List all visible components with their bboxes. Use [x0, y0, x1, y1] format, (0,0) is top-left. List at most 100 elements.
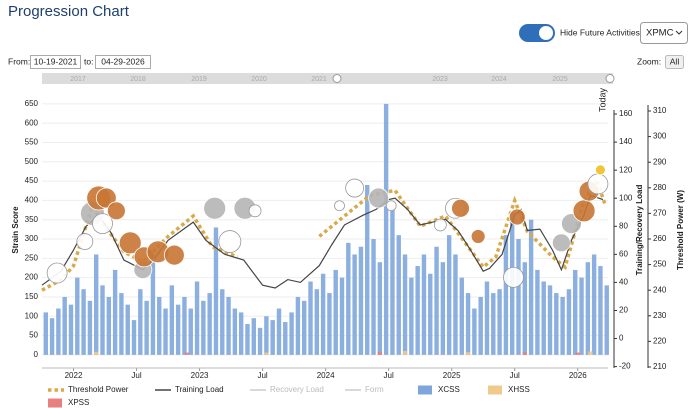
- bar: [220, 289, 225, 355]
- y2-axis-title: Training/Recovery Load: [635, 185, 644, 276]
- y3-tick-label: 270: [653, 209, 667, 218]
- to-date: 04-29-2026: [101, 56, 145, 66]
- plot: 2017 2018 2019 2020 2021 2023 2024 202505010015…: [11, 76, 685, 380]
- bar: [554, 293, 559, 355]
- x-tick-label: 2026: [569, 371, 587, 380]
- bar: [396, 235, 401, 355]
- activity-bubble: [508, 208, 526, 226]
- page-title: Progression Chart: [8, 3, 130, 20]
- future-toggle[interactable]: [519, 24, 555, 42]
- activity-bubble: [503, 266, 524, 288]
- bar: [503, 235, 509, 355]
- bar: [213, 227, 219, 355]
- legend-item[interactable]: Training Load: [155, 385, 224, 394]
- y3-tick-label: 210: [653, 362, 667, 371]
- y-tick-label: 150: [25, 292, 39, 301]
- bar: [585, 262, 591, 355]
- navigator-year: 2019: [191, 76, 207, 83]
- dropdown-chevron: [675, 30, 683, 35]
- bar: [125, 304, 130, 355]
- y3-tick-label: 290: [653, 157, 667, 166]
- bar: [94, 351, 99, 355]
- bar: [591, 254, 597, 355]
- legend-item[interactable]: Form: [345, 385, 384, 394]
- bar: [579, 277, 584, 355]
- y3-tick-label: 300: [653, 132, 667, 141]
- bar: [415, 266, 420, 355]
- navigator-year: 2025: [552, 76, 568, 83]
- bar: [106, 296, 112, 355]
- y2-tick-label: 60: [619, 249, 628, 258]
- bar: [575, 352, 580, 355]
- y3-tick-label: 280: [653, 183, 667, 192]
- bar: [459, 277, 464, 355]
- legend-item[interactable]: XCSS: [418, 385, 460, 395]
- bar: [43, 312, 48, 355]
- y-axis-title: Strain Score: [11, 206, 20, 254]
- bar: [566, 289, 572, 355]
- from-date: 10-19-2021: [34, 56, 78, 66]
- toggle-label: Hide Future Activities: [560, 27, 640, 37]
- bar: [245, 323, 250, 355]
- activity-bubble: [106, 201, 126, 221]
- activity-bubble: [385, 200, 397, 212]
- x-tick-label: 2025: [443, 371, 461, 380]
- bar: [302, 300, 307, 355]
- x-tick-label: Jul: [131, 371, 141, 380]
- navigator-year: 2024: [491, 76, 507, 83]
- activity-bubble: [451, 198, 470, 218]
- zoom-label: Zoom:: [637, 56, 661, 66]
- activity-bubble: [46, 262, 68, 284]
- y-tick-label: 200: [25, 273, 39, 282]
- bar: [194, 281, 200, 355]
- bar: [188, 308, 193, 355]
- legend-label: Threshold Power: [68, 385, 129, 394]
- bar: [238, 312, 244, 355]
- metric-dropdown[interactable]: XPMC: [640, 22, 688, 44]
- legend-label: XHSS: [508, 385, 530, 394]
- bar: [308, 281, 313, 355]
- to-input[interactable]: [95, 55, 151, 69]
- bar: [528, 219, 534, 355]
- activity-bubble: [92, 213, 113, 235]
- zoom-button[interactable]: [665, 55, 684, 69]
- navigator-year: 2017: [70, 76, 86, 83]
- bar: [573, 269, 578, 355]
- bar: [516, 239, 521, 355]
- navigator-handle[interactable]: [332, 74, 342, 83]
- bar: [264, 316, 269, 355]
- legend-label: XPSS: [68, 398, 89, 407]
- bar: [320, 273, 326, 355]
- y3-tick-label: 230: [653, 311, 667, 320]
- bar: [453, 254, 458, 355]
- bar: [484, 281, 490, 355]
- dropdown-value: XPMC: [646, 28, 674, 39]
- bar: [100, 285, 105, 355]
- legend-item[interactable]: XHSS: [488, 385, 530, 395]
- bar: [497, 289, 502, 355]
- x-tick-label: Jul: [257, 371, 267, 380]
- bar: [251, 318, 256, 355]
- bar: [295, 296, 301, 355]
- bar: [358, 246, 364, 355]
- navigator[interactable]: [42, 73, 613, 84]
- navigator-year: 2018: [130, 76, 146, 83]
- legend-item[interactable]: Recovery Load: [250, 385, 324, 394]
- from-input[interactable]: [30, 55, 81, 69]
- legend-swatch: [418, 385, 432, 395]
- activity-bubble: [470, 229, 486, 244]
- bar: [383, 103, 389, 355]
- bar: [169, 285, 175, 355]
- bar: [465, 352, 471, 355]
- legend-item[interactable]: Threshold Power: [48, 385, 129, 394]
- legend-item[interactable]: XPSS: [48, 398, 89, 408]
- bar: [226, 296, 231, 355]
- navigator-handle[interactable]: [605, 74, 615, 83]
- bar: [56, 308, 61, 355]
- y-tick-label: 0: [34, 350, 39, 359]
- bar: [131, 320, 137, 355]
- activity-bubble: [118, 231, 142, 255]
- bar: [283, 322, 288, 355]
- bar: [377, 262, 383, 355]
